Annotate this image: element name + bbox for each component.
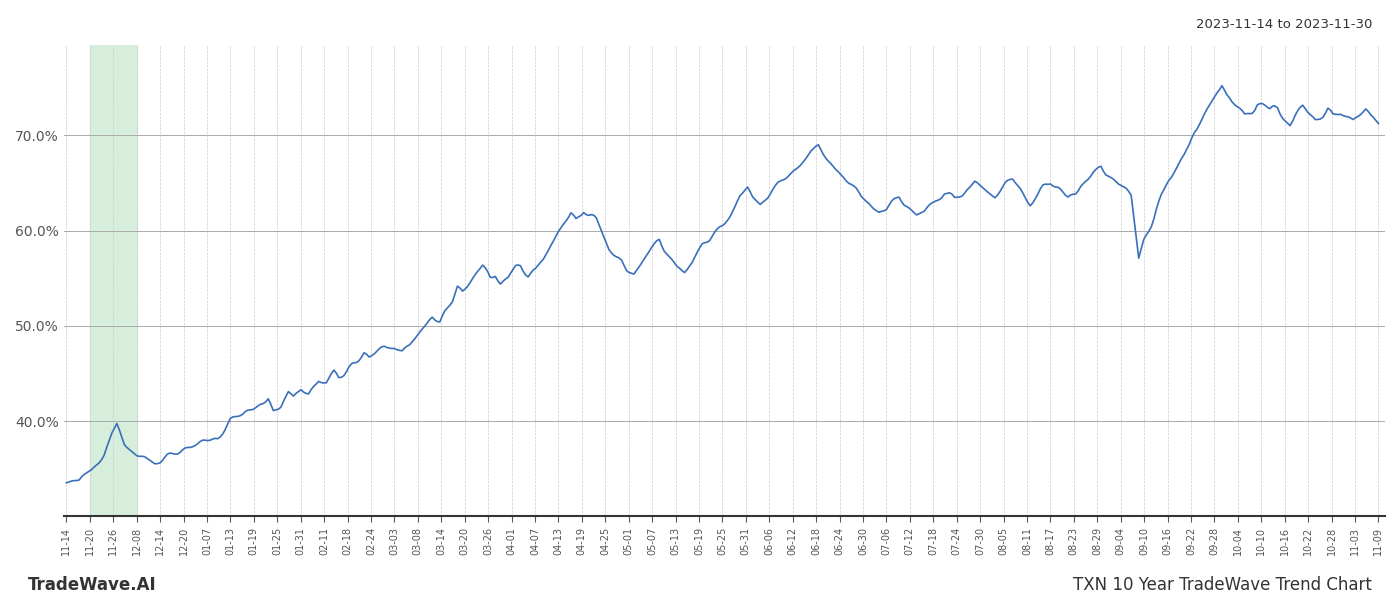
Text: 2023-11-14 to 2023-11-30: 2023-11-14 to 2023-11-30 xyxy=(1196,18,1372,31)
Bar xyxy=(90,45,137,516)
Text: TradeWave.AI: TradeWave.AI xyxy=(28,576,157,594)
Text: TXN 10 Year TradeWave Trend Chart: TXN 10 Year TradeWave Trend Chart xyxy=(1074,576,1372,594)
